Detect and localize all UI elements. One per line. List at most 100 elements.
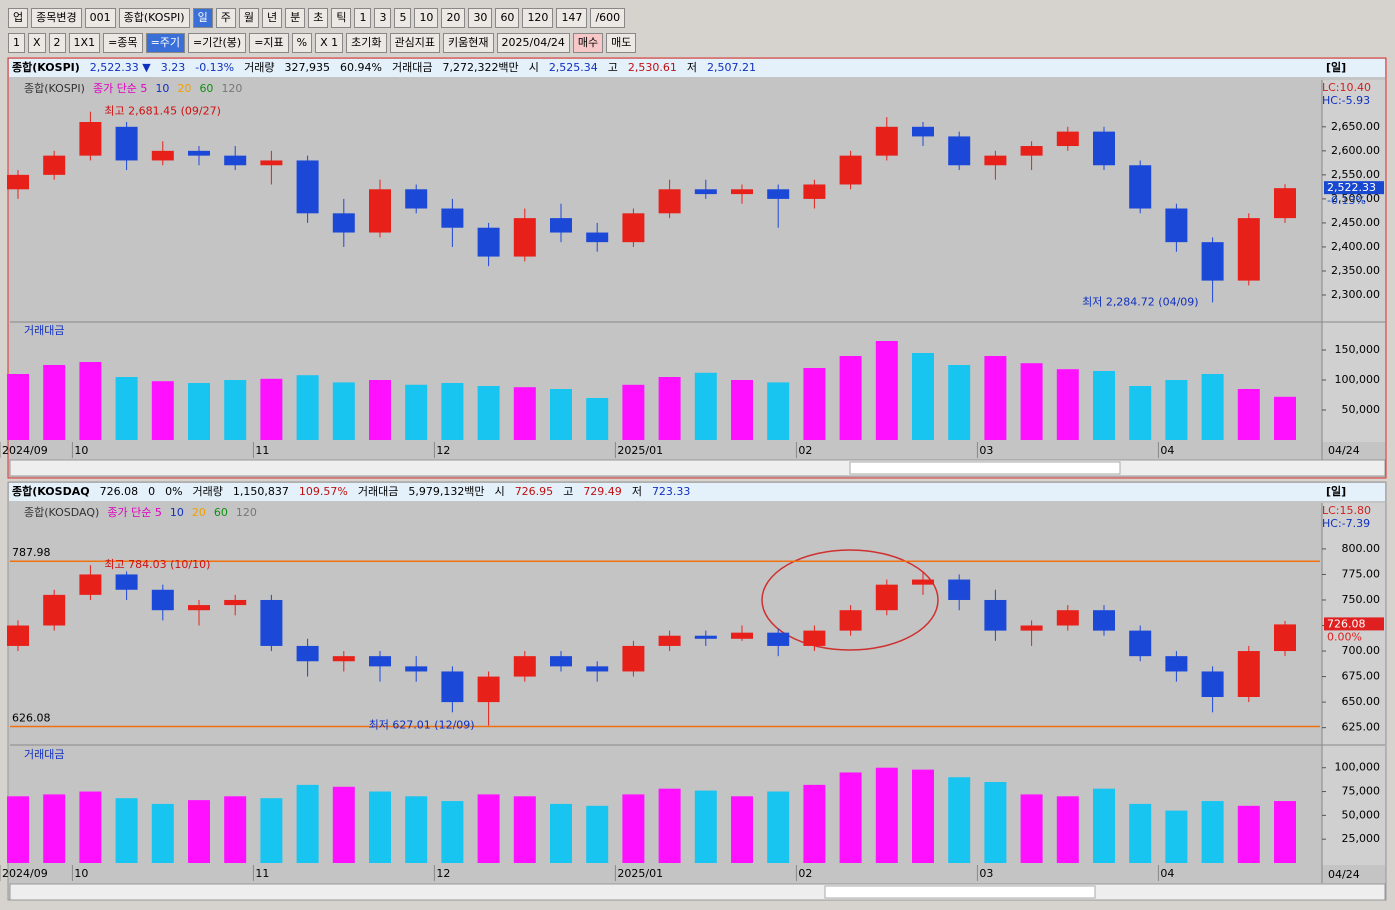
toolbar-button[interactable]: 5 <box>394 8 412 28</box>
toolbar-button[interactable]: 2025/04/24 <box>496 33 570 53</box>
volume-bar <box>369 380 391 440</box>
y-tick-label: 775.00 <box>1342 567 1381 580</box>
toolbar-button[interactable]: 60 <box>495 8 520 28</box>
volume-bar <box>7 374 29 440</box>
toolbar-button[interactable]: 분 <box>285 8 306 28</box>
volume-bar <box>332 786 355 863</box>
info-text: 저 <box>687 61 697 74</box>
volume-bar <box>984 356 1007 440</box>
legend-entry: 120 <box>236 506 257 519</box>
toolbar-button[interactable]: X <box>28 33 46 53</box>
volume-bar <box>477 386 500 440</box>
volume-bar <box>622 794 645 863</box>
toolbar-button[interactable]: 30 <box>468 8 493 28</box>
volume-bar <box>79 791 102 863</box>
h-line-label: 626.08 <box>12 712 51 725</box>
candle-body <box>115 126 138 161</box>
toolbar-button[interactable]: 1X1 <box>68 33 101 53</box>
candle-body <box>260 160 283 166</box>
toolbar-button[interactable]: 일 <box>192 8 213 28</box>
toolbar-button[interactable]: 3 <box>374 8 392 28</box>
toolbar-button[interactable]: 초기화 <box>346 33 387 53</box>
toolbar-button[interactable]: 1 <box>354 8 372 28</box>
candle-body <box>912 579 934 585</box>
toolbar-button[interactable]: 종합(KOSPI) <box>118 8 190 28</box>
candle-body <box>586 232 609 243</box>
toolbar-button[interactable]: X 1 <box>315 33 344 53</box>
scroll-thumb[interactable] <box>849 461 1121 475</box>
candle-body <box>1201 242 1224 281</box>
toolbar-button[interactable]: 20 <box>441 8 466 28</box>
last-date: 04/24 <box>1328 444 1360 457</box>
volume-bar <box>369 791 391 863</box>
volume-bar <box>224 796 247 863</box>
info-text: 726.08 <box>100 485 139 498</box>
candle-body <box>151 150 174 161</box>
toolbar-button[interactable]: 120 <box>522 8 554 28</box>
scroll-thumb[interactable] <box>824 885 1096 899</box>
last-price: 2,522.33 <box>1327 181 1376 194</box>
volume-bar <box>767 382 790 440</box>
toolbar-button[interactable]: 매수 <box>572 33 604 53</box>
candle-body <box>1093 610 1115 631</box>
toolbar-button[interactable]: 키움현재 <box>443 33 494 53</box>
x-tick-label: 2024/09 <box>2 867 48 880</box>
candle-body <box>1237 218 1260 281</box>
info-text: 60.94% <box>340 61 382 74</box>
candle-body <box>188 605 210 611</box>
hc-label: HC:-7.39 <box>1322 517 1370 530</box>
candle-body <box>477 227 500 257</box>
y-tick-label: 100,000 <box>1335 761 1381 774</box>
toolbar-button[interactable]: =주기 <box>145 33 186 53</box>
y-tick-label: 2,600.00 <box>1331 144 1380 157</box>
toolbar-button[interactable]: 종목변경 <box>31 8 82 28</box>
scrollbar[interactable] <box>9 459 1386 477</box>
toolbar-button[interactable]: 2 <box>48 33 66 53</box>
x-tick-label: 12 <box>436 867 450 880</box>
volume-bar <box>1201 374 1224 440</box>
candle-body <box>332 656 355 662</box>
toolbar-button[interactable]: 관심지표 <box>389 33 441 53</box>
volume-bar <box>1165 810 1188 863</box>
y-tick-label: 2,400.00 <box>1331 240 1380 253</box>
y-tick-label: 2,500.00 <box>1331 192 1380 205</box>
candle-body <box>984 155 1007 166</box>
scrollbar[interactable] <box>9 883 1386 901</box>
volume-bar <box>1056 369 1079 440</box>
y-tick-label: 150,000 <box>1335 343 1381 356</box>
toolbar-button[interactable]: 매도 <box>606 33 637 53</box>
toolbar-button[interactable]: 초 <box>308 8 329 28</box>
last-change: -0.13% <box>1327 194 1366 207</box>
candle-body <box>1056 610 1079 626</box>
volume-bar <box>43 365 66 440</box>
volume-bar <box>731 796 753 863</box>
volume-bar <box>658 377 681 440</box>
candle-body <box>441 671 464 703</box>
toolbar-button[interactable]: 업 <box>8 8 29 28</box>
toolbar-button[interactable]: 10 <box>414 8 439 28</box>
info-text: 0 <box>148 485 155 498</box>
legend-entry: 60 <box>199 82 213 95</box>
volume-bar <box>7 796 29 863</box>
toolbar-button[interactable]: 주 <box>215 8 236 28</box>
toolbar-button[interactable]: 틱 <box>331 8 352 28</box>
candle-body <box>332 213 355 233</box>
candle-body <box>7 174 29 190</box>
toolbar-button[interactable]: /600 <box>590 8 626 28</box>
toolbar-button[interactable]: =기간(봉) <box>188 33 247 53</box>
volume-bar <box>1201 801 1224 863</box>
candle-body <box>441 208 464 228</box>
volume-bar <box>260 378 283 440</box>
candle-body <box>658 635 681 646</box>
x-tick-label: 02 <box>798 444 812 457</box>
toolbar-button[interactable]: % <box>291 33 313 53</box>
legend-entry: 20 <box>192 506 206 519</box>
toolbar-button[interactable]: 001 <box>84 8 116 28</box>
candle-body <box>586 666 609 672</box>
toolbar-button[interactable]: 월 <box>238 8 259 28</box>
toolbar-button[interactable]: 년 <box>261 8 283 28</box>
toolbar-button[interactable]: =종목 <box>103 33 143 53</box>
toolbar-button[interactable]: 147 <box>556 8 588 28</box>
toolbar-button[interactable]: =지표 <box>249 33 289 53</box>
toolbar-button[interactable]: 1 <box>8 33 25 53</box>
